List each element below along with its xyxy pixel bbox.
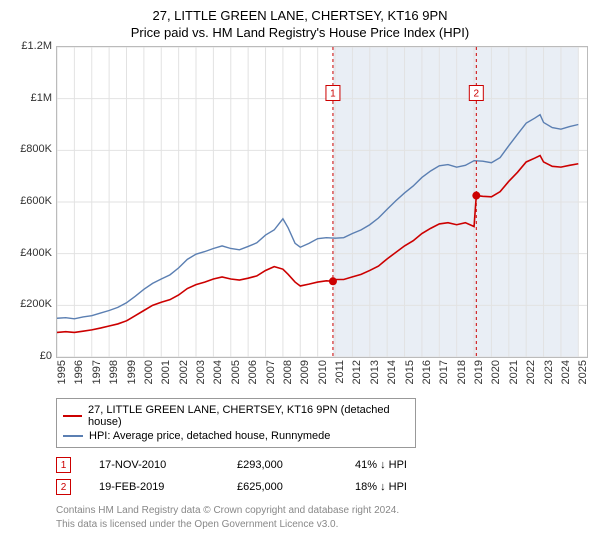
sale-date: 17-NOV-2010	[99, 459, 209, 471]
sales-table: 1 17-NOV-2010 £293,000 41% ↓ HPI 2 19-FEB-201…	[56, 454, 588, 498]
y-tick-label: £0	[12, 350, 52, 362]
y-tick-label: £200K	[12, 298, 52, 310]
sale-row: 1 17-NOV-2010 £293,000 41% ↓ HPI	[56, 454, 588, 476]
footer: Contains HM Land Registry data © Crown c…	[56, 504, 588, 531]
legend-row: HPI: Average price, detached house, Runn…	[63, 429, 409, 443]
legend-row: 27, LITTLE GREEN LANE, CHERTSEY, KT16 9P…	[63, 403, 409, 429]
legend-swatch	[63, 435, 83, 437]
sale-price: £293,000	[237, 459, 327, 471]
svg-text:2: 2	[474, 89, 480, 100]
footer-line-2: This data is licensed under the Open Gov…	[56, 518, 588, 532]
legend-label: HPI: Average price, detached house, Runn…	[89, 430, 330, 442]
chart: 12 £0£200K£400K£600K£800K£1M£1.2M 199519…	[12, 46, 588, 396]
sale-marker-icon: 2	[56, 479, 71, 495]
chart-subtitle: Price paid vs. HM Land Registry's House …	[12, 25, 588, 40]
sale-delta: 18% ↓ HPI	[355, 481, 407, 493]
y-tick-label: £400K	[12, 247, 52, 259]
plot-svg: 12	[57, 47, 587, 357]
legend-swatch	[63, 415, 82, 417]
y-tick-label: £800K	[12, 143, 52, 155]
sale-row: 2 19-FEB-2019 £625,000 18% ↓ HPI	[56, 476, 588, 498]
sale-date: 19-FEB-2019	[99, 481, 209, 493]
y-tick-label: £600K	[12, 195, 52, 207]
y-tick-label: £1.2M	[12, 40, 52, 52]
footer-line-1: Contains HM Land Registry data © Crown c…	[56, 504, 588, 518]
y-tick-label: £1M	[12, 92, 52, 104]
sale-price: £625,000	[237, 481, 327, 493]
chart-title: 27, LITTLE GREEN LANE, CHERTSEY, KT16 9P…	[12, 8, 588, 23]
legend-label: 27, LITTLE GREEN LANE, CHERTSEY, KT16 9P…	[88, 404, 409, 428]
plot-area: 12	[56, 46, 588, 358]
x-tick-label: 2025	[577, 360, 600, 396]
sale-marker-icon: 1	[56, 457, 71, 473]
svg-text:1: 1	[330, 89, 336, 100]
sale-delta: 41% ↓ HPI	[355, 459, 407, 471]
legend: 27, LITTLE GREEN LANE, CHERTSEY, KT16 9P…	[56, 398, 416, 448]
